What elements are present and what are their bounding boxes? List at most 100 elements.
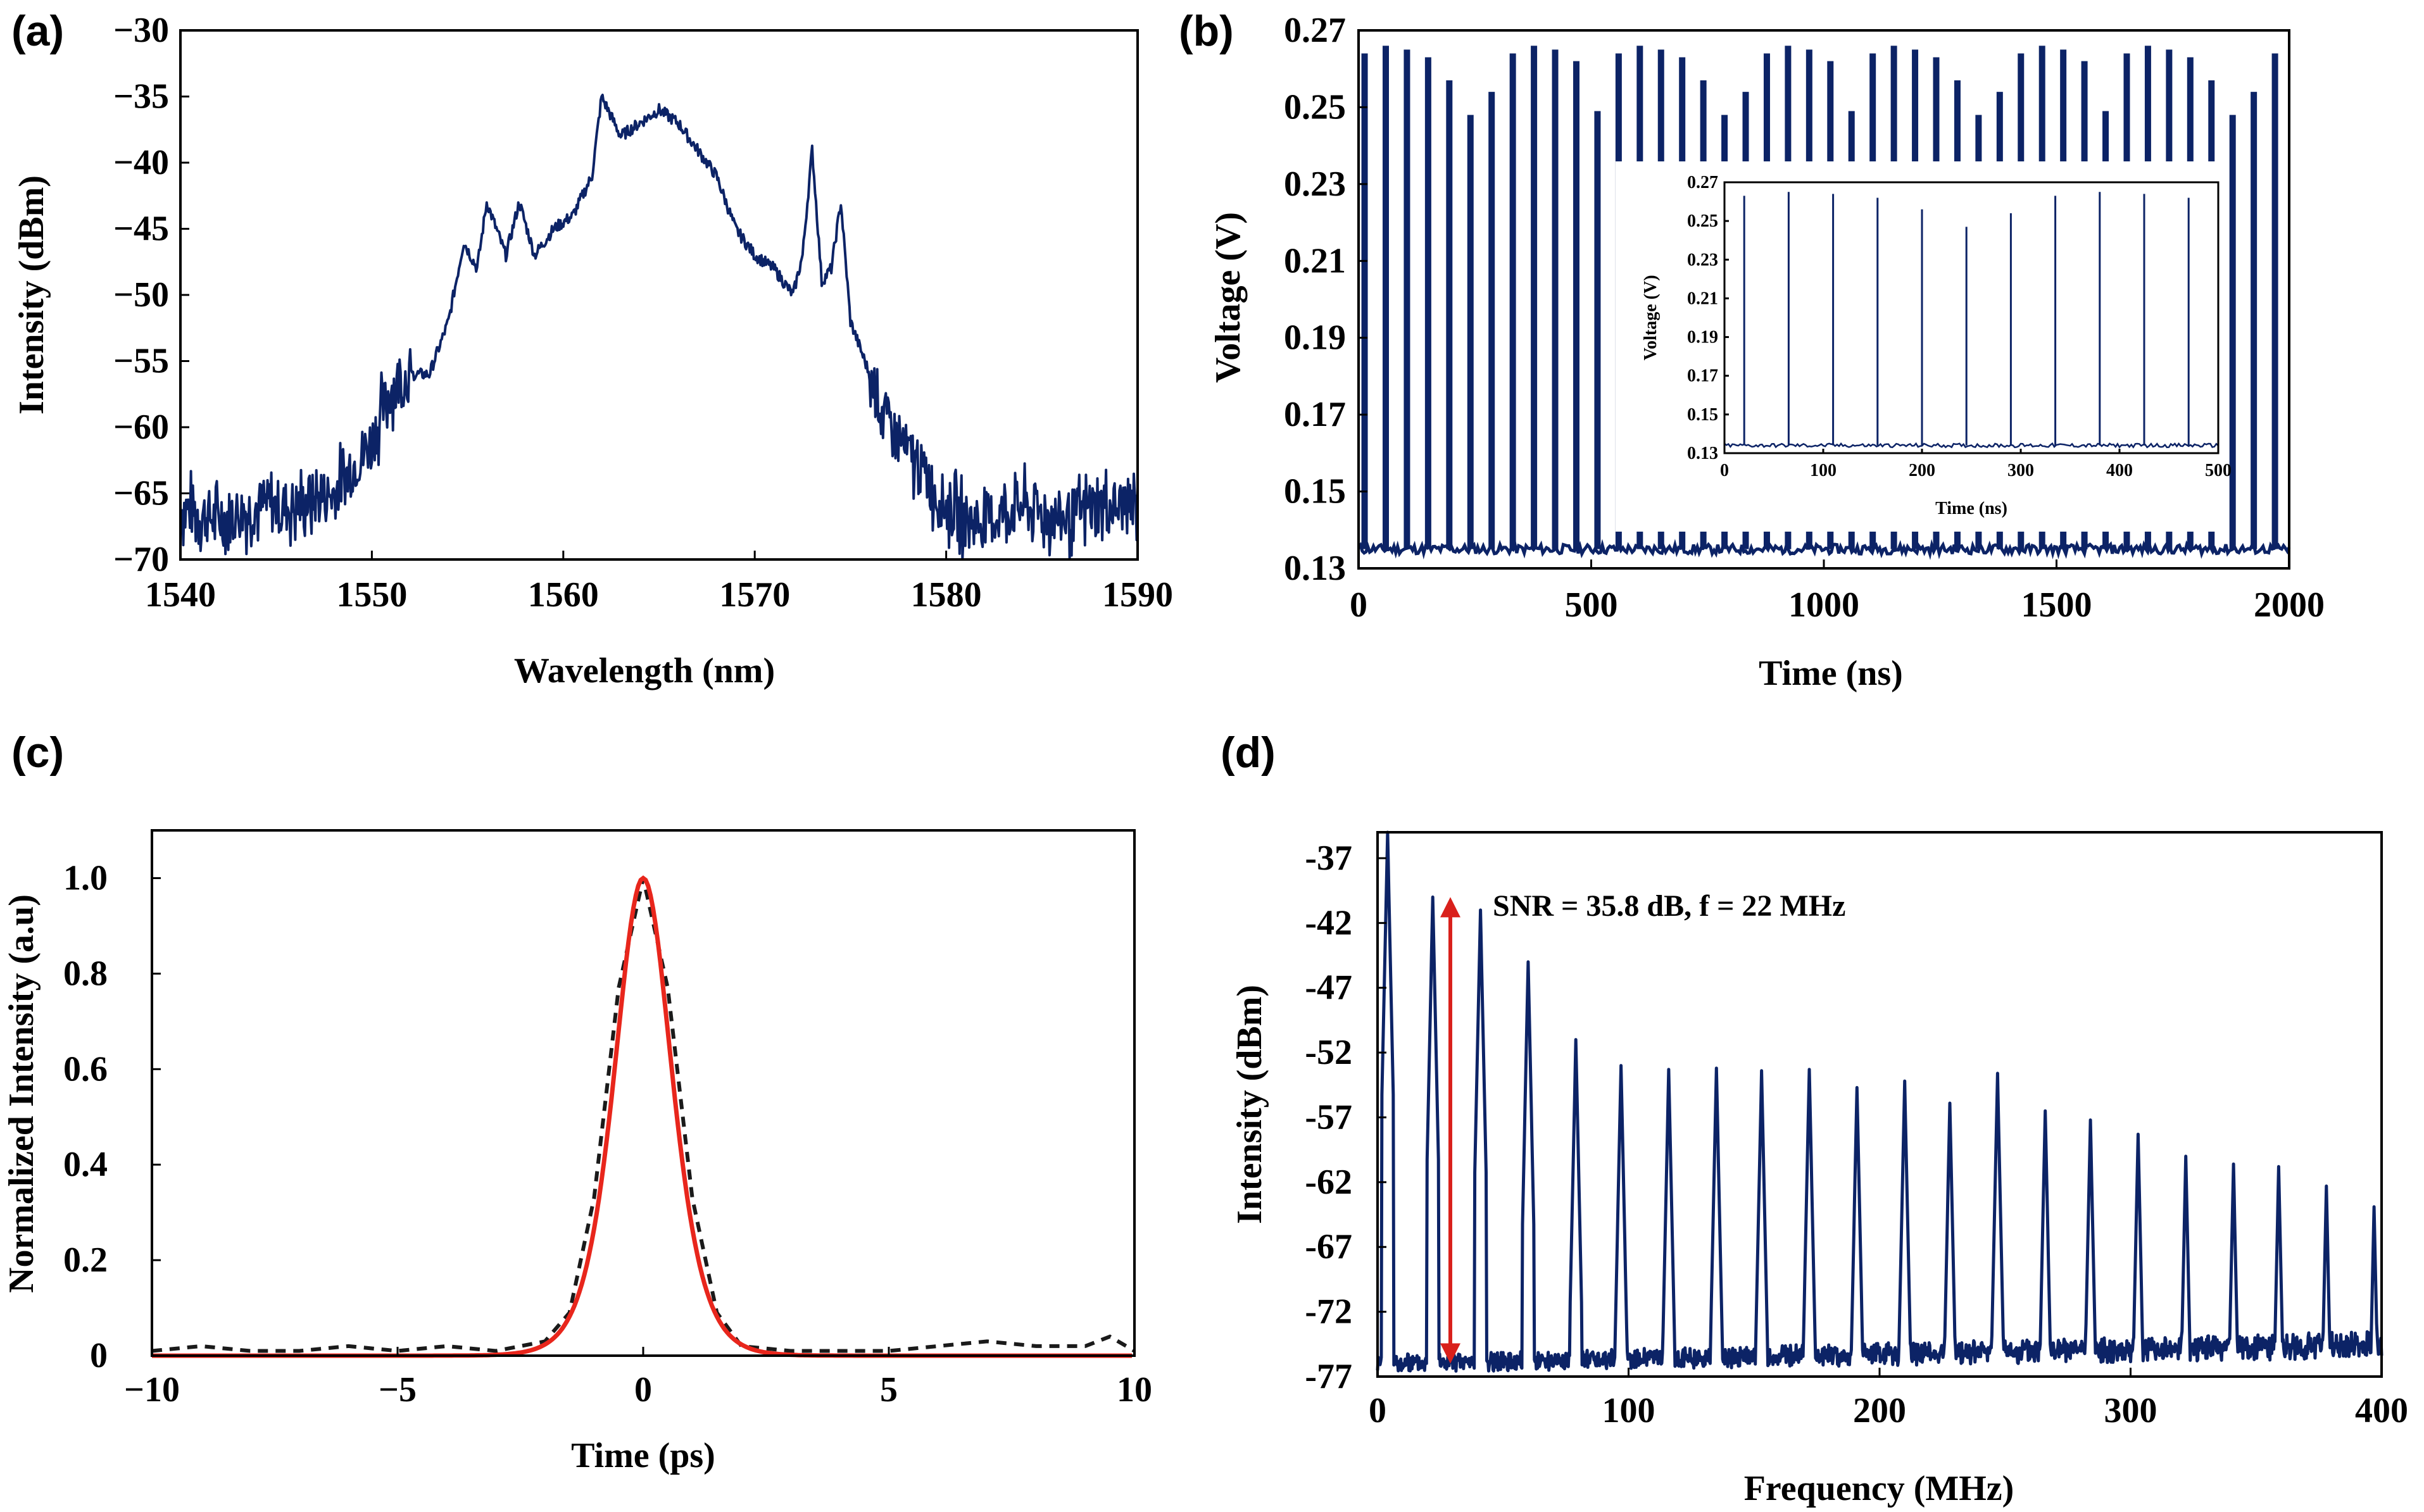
panel-c-ylabel: Normalized Intensity (a.u) — [2, 894, 41, 1293]
inset-x-tick-label: 500 — [2205, 461, 2232, 480]
b-y-tick-label: 0.21 — [1284, 241, 1346, 280]
panel-d-ylabel: Intensity (dBm) — [1230, 985, 1269, 1224]
inset-y-tick-label: 0.15 — [1687, 405, 1718, 425]
c-y-tick-label: 0 — [90, 1336, 108, 1375]
c-x-tick-label: 5 — [880, 1370, 898, 1409]
d-y-tick-label: -67 — [1305, 1227, 1352, 1266]
d-x-tick-label: 0 — [1369, 1391, 1386, 1430]
inset-y-tick-label: 0.21 — [1687, 289, 1718, 308]
pulse — [1404, 49, 1410, 549]
b-x-tick-label: 0 — [1350, 585, 1367, 625]
pulse — [1552, 49, 1559, 549]
pulse — [1531, 46, 1538, 549]
panel-b-label: (b) — [1179, 7, 1234, 55]
d-x-tick-label: 200 — [1853, 1391, 1906, 1430]
inset-ylabel: Voltage (V) — [1641, 275, 1661, 360]
b-y-tick-label: 0.15 — [1284, 472, 1346, 511]
pulse — [1573, 61, 1579, 549]
b-y-tick-label: 0.19 — [1284, 318, 1346, 358]
c-x-tick-label: 10 — [1117, 1370, 1152, 1409]
a-x-tick-label: 1560 — [528, 575, 599, 615]
inset-y-tick-label: 0.27 — [1687, 173, 1718, 192]
panel-d-label: (d) — [1221, 728, 1276, 777]
b-x-tick-label: 500 — [1565, 585, 1618, 625]
panel-c-xlabel: Time (ps) — [571, 1436, 715, 1475]
pulse — [2229, 115, 2236, 549]
autocorrelation-data-line — [151, 877, 1136, 1353]
inset-y-tick-label: 0.19 — [1687, 328, 1718, 347]
inset-y-tick-label: 0.25 — [1687, 211, 1718, 231]
pulse — [1594, 111, 1601, 549]
inset-y-tick-label: 0.13 — [1687, 444, 1718, 463]
panel-b-inset: 0 100 200 300 400 500 0.27 0.25 0.23 0.21 0.19 0.17… — [1616, 161, 2232, 532]
inset-x-tick-label: 400 — [2106, 461, 2133, 480]
spectrum-line — [179, 94, 1139, 561]
inset-y-tick-label: 0.17 — [1687, 366, 1718, 386]
snr-arrow-head-bottom — [1440, 1343, 1460, 1364]
panel-a-label: (a) — [11, 7, 64, 55]
b-y-tick-label: 0.23 — [1284, 165, 1346, 204]
c-y-tick-label: 0.4 — [63, 1145, 108, 1184]
d-y-tick-label: -77 — [1305, 1357, 1352, 1396]
a-y-tick-label: −35 — [113, 77, 169, 116]
a-y-tick-label: −65 — [113, 474, 169, 513]
b-y-tick-label: 0.13 — [1284, 549, 1346, 588]
panel-a-xlabel: Wavelength (nm) — [514, 651, 775, 690]
inset-y-tick-label: 0.23 — [1687, 250, 1718, 270]
c-x-tick-label: 0 — [634, 1370, 652, 1409]
c-y-tick-label: 0.6 — [63, 1049, 108, 1089]
panel-b: (b) 0 500 1000 1500 20000.270.250.230.210.19… — [1179, 7, 2325, 693]
a-y-tick-label: −55 — [113, 342, 169, 381]
d-y-tick-label: -62 — [1305, 1163, 1352, 1202]
panel-a-ylabel: Intensity (dBm) — [12, 175, 51, 415]
a-x-tick-label: 1540 — [145, 575, 216, 615]
a-x-tick-label: 1570 — [719, 575, 790, 615]
pulse — [2271, 53, 2278, 549]
pulse — [1509, 53, 1516, 549]
d-y-tick-label: -72 — [1305, 1292, 1352, 1332]
c-y-tick-label: 0.8 — [63, 954, 108, 993]
a-y-tick-label: −60 — [113, 408, 169, 447]
b-y-tick-label: 0.17 — [1284, 395, 1346, 434]
pulse — [1446, 80, 1453, 549]
a-x-tick-label: 1580 — [911, 575, 982, 615]
rf-spectrum-line — [1376, 830, 2383, 1373]
d-y-tick-label: -47 — [1305, 968, 1352, 1008]
pulse — [1361, 53, 1368, 549]
a-y-tick-label: −40 — [113, 143, 169, 182]
d-y-tick-label: -42 — [1305, 903, 1352, 942]
snr-annotation: SNR = 35.8 dB, f = 22 MHz — [1493, 889, 1845, 923]
pulse — [2251, 92, 2258, 549]
inset-x-tick-label: 100 — [1810, 461, 1837, 480]
b-x-tick-label: 1500 — [2021, 585, 2092, 625]
c-x-tick-label: −5 — [379, 1370, 417, 1409]
a-x-tick-label: 1550 — [336, 575, 407, 615]
panel-c-label: (c) — [11, 728, 64, 777]
a-y-tick-label: −50 — [113, 275, 169, 315]
inset-frame — [1723, 181, 2220, 454]
a-y-tick-label: −70 — [113, 540, 169, 579]
a-y-tick-label: −45 — [113, 209, 169, 249]
panel-c-frame — [151, 829, 1136, 1357]
d-y-tick-label: -52 — [1305, 1033, 1352, 1072]
panel-b-ylabel: Voltage (V) — [1209, 212, 1248, 383]
b-y-tick-label: 0.27 — [1284, 11, 1346, 50]
d-x-tick-label: 300 — [2104, 1391, 2157, 1430]
pulse — [1488, 92, 1495, 549]
panel-b-xlabel: Time (ns) — [1759, 654, 1903, 693]
d-x-tick-label: 400 — [2355, 1391, 2408, 1430]
pulse — [1467, 115, 1474, 549]
a-y-tick-label: −30 — [113, 11, 169, 50]
inset-background — [1616, 161, 2221, 532]
panel-d: (d) 0 100 200 300 400 -37 -42 -47 -52 -57 -62 -67 -7… — [1221, 728, 2408, 1508]
fit-curve-line — [152, 875, 1133, 1358]
c-y-tick-label: 1.0 — [63, 858, 108, 897]
pulse — [1424, 57, 1431, 549]
b-x-tick-label: 1000 — [1788, 585, 1859, 625]
b-y-tick-label: 0.25 — [1284, 87, 1346, 127]
pulse — [1382, 46, 1389, 549]
inset-baseline — [1724, 442, 2219, 449]
inset-x-tick-label: 0 — [1720, 461, 1729, 480]
d-y-tick-label: -57 — [1305, 1097, 1352, 1137]
